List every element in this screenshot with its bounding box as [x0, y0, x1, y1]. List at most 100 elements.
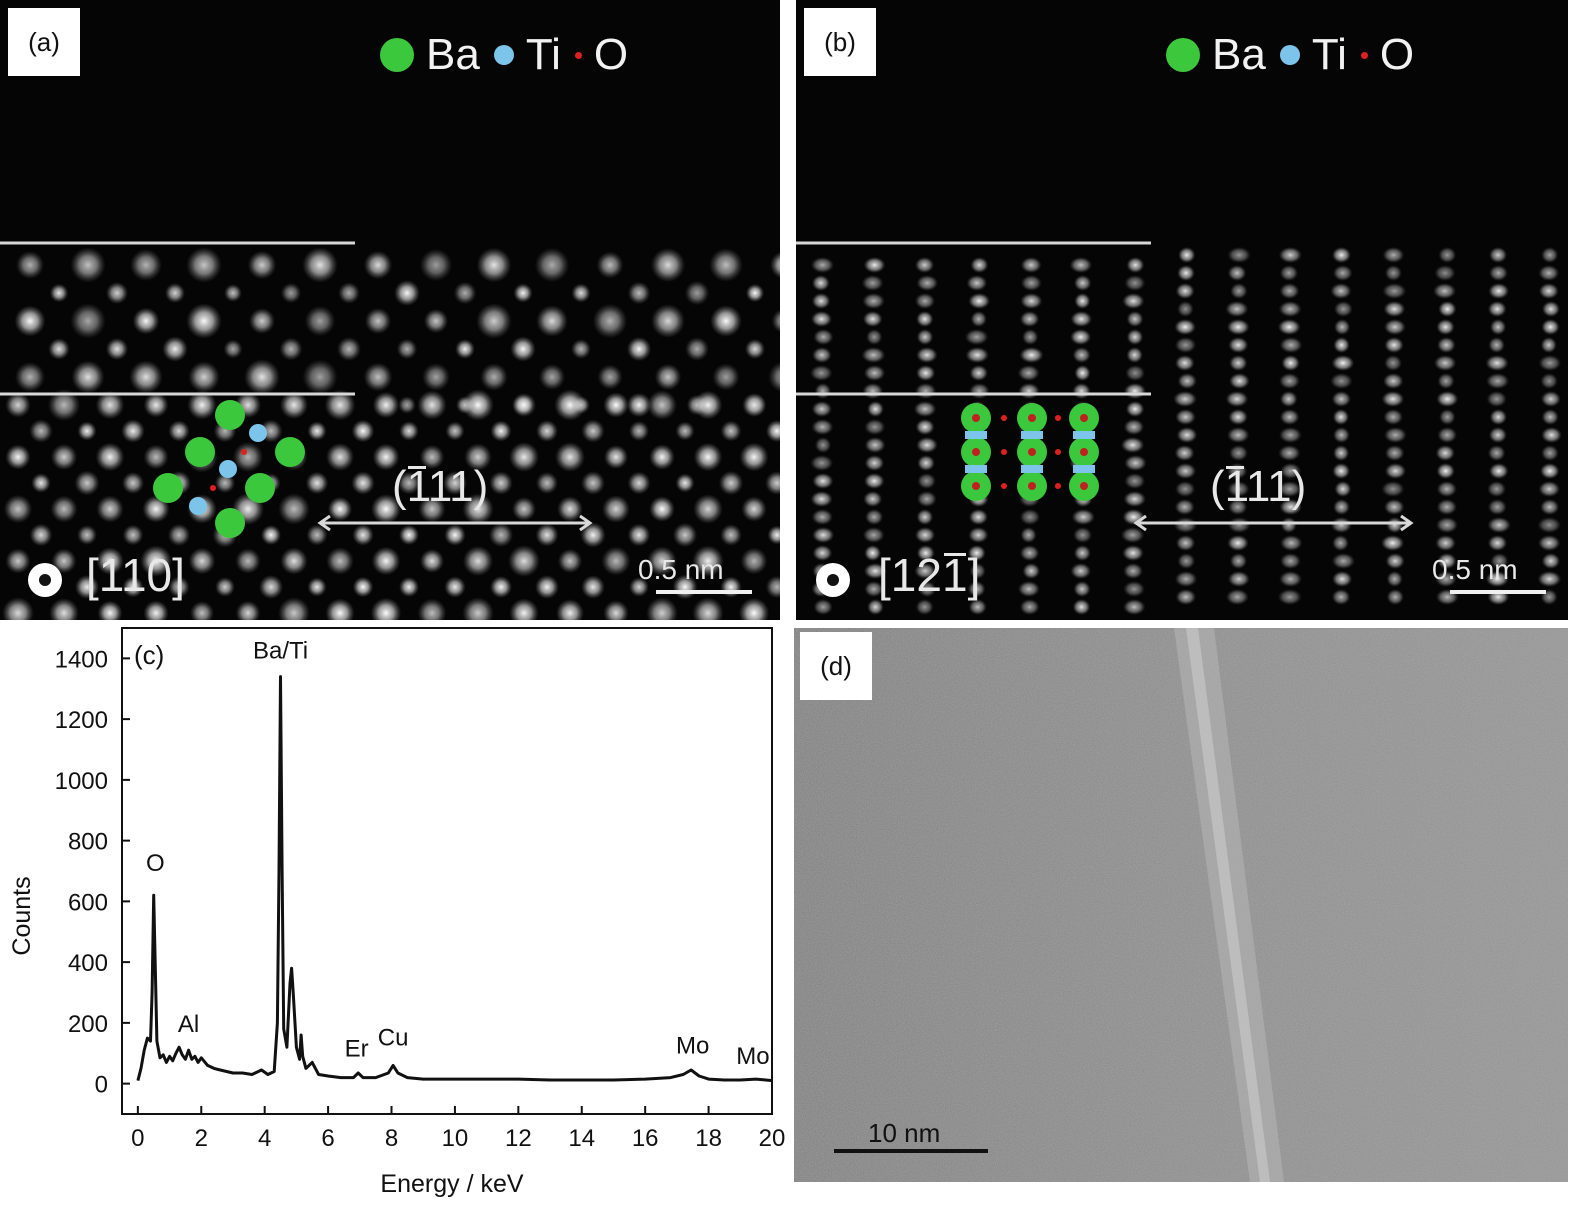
legend-ba-label: Ba	[1212, 30, 1266, 79]
atom-column	[1333, 301, 1353, 317]
atom-column	[1538, 355, 1562, 371]
o-atom-model	[972, 448, 980, 456]
atom-column	[603, 444, 629, 470]
atom-column	[1225, 301, 1249, 317]
atom-column	[571, 283, 591, 303]
atom-column	[685, 337, 709, 361]
atom-column	[627, 523, 651, 547]
atom-column	[968, 527, 989, 543]
x-tick-label: 14	[568, 1125, 595, 1152]
atom-column	[1279, 337, 1303, 353]
o-atom-model	[241, 449, 247, 455]
atom-column	[1072, 599, 1091, 615]
atom-column	[1122, 293, 1145, 309]
atom-column	[96, 495, 124, 523]
atom-column	[592, 303, 628, 339]
ba-atom-model	[185, 437, 215, 467]
atom-column	[1124, 275, 1146, 291]
atom-column	[5, 548, 31, 574]
atom-column	[1175, 535, 1196, 551]
atom-column	[536, 472, 558, 494]
atom-column	[5, 392, 31, 418]
atom-column	[601, 546, 631, 576]
peak-label: Mo	[736, 1043, 769, 1070]
panel-b-legend: Ba Ti O	[1166, 30, 1414, 80]
y-tick-label: 1200	[55, 707, 108, 734]
atom-column	[861, 347, 886, 363]
atom-column	[1436, 319, 1455, 335]
atom-column	[1175, 283, 1195, 299]
atom-column	[95, 390, 125, 420]
panel-b-scale-label: 0.5 nm	[1432, 554, 1518, 585]
atom-column	[1022, 329, 1039, 345]
legend-entry-ba: Ba	[1166, 30, 1266, 80]
atom-column	[71, 360, 105, 394]
atom-column	[186, 247, 222, 283]
ti-atom-marker	[493, 45, 514, 65]
x-tick-label: 8	[385, 1125, 398, 1152]
atom-column	[536, 420, 558, 442]
atom-column	[1438, 247, 1457, 263]
atom-column	[1019, 311, 1040, 327]
panel-d-scale-bar	[834, 1149, 988, 1153]
atom-column	[1175, 481, 1196, 497]
atom-column	[865, 509, 884, 525]
atom-column	[1383, 427, 1407, 443]
y-tick-label: 600	[68, 889, 108, 916]
atom-column	[916, 509, 934, 525]
zone-axis-icon	[816, 563, 850, 597]
atom-column	[1384, 355, 1402, 371]
atom-column	[1485, 355, 1509, 371]
atom-column	[5, 444, 31, 470]
atom-column	[964, 329, 989, 345]
atom-column	[1177, 373, 1197, 389]
ti-atom-model	[1021, 465, 1043, 473]
atom-column	[307, 421, 327, 441]
atom-column	[1019, 347, 1044, 363]
ba-atom-model	[153, 473, 183, 503]
atom-column	[489, 471, 513, 495]
atom-column	[398, 396, 416, 414]
atom-column	[1487, 481, 1506, 497]
o-atom-model	[1001, 415, 1007, 421]
atom-column	[1540, 499, 1560, 515]
atom-column	[1332, 265, 1353, 281]
atom-column	[810, 257, 835, 273]
atom-column	[916, 347, 938, 363]
x-axis-label: Energy / keV	[380, 1170, 523, 1198]
atom-column	[966, 275, 988, 291]
o-atom-model	[1028, 414, 1036, 422]
atom-column	[812, 545, 833, 561]
atom-column	[1123, 491, 1146, 507]
atom-column	[810, 455, 834, 471]
atom-column	[1540, 337, 1557, 353]
ti-atom-model	[1021, 431, 1043, 439]
atom-column	[1436, 463, 1455, 479]
atom-column	[1433, 283, 1457, 299]
atom-column	[1331, 391, 1352, 407]
atom-column	[811, 311, 832, 327]
atom-column	[1072, 383, 1091, 399]
atom-column	[122, 524, 144, 546]
atom-column	[1020, 257, 1042, 273]
atom-column	[122, 576, 144, 598]
atom-column	[1280, 463, 1302, 479]
atom-column	[462, 389, 494, 421]
atom-column	[462, 597, 494, 620]
atom-column	[692, 545, 724, 577]
atom-column	[811, 509, 833, 525]
atom-column	[444, 576, 466, 598]
o-atom-model	[972, 482, 980, 490]
atom-column	[1381, 391, 1405, 407]
atom-column	[1175, 409, 1196, 425]
panel-a-scale-bar	[656, 590, 752, 594]
atom-column	[95, 442, 125, 472]
atom-column	[15, 362, 45, 392]
atom-column	[765, 575, 780, 599]
atom-column	[1017, 581, 1040, 597]
atom-column	[1435, 517, 1459, 533]
atom-column	[1384, 463, 1407, 479]
atom-column	[629, 577, 649, 597]
atom-column	[1174, 355, 1195, 371]
atom-column	[1020, 527, 1037, 543]
